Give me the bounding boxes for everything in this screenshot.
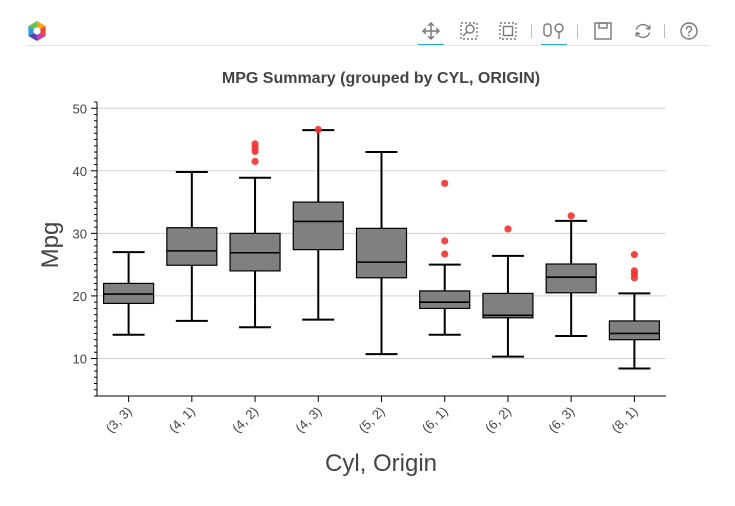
box-group xyxy=(166,171,218,322)
box-iqr[interactable] xyxy=(608,320,660,341)
help-icon xyxy=(680,22,698,40)
outlier-point[interactable] xyxy=(251,140,259,148)
pan-tool[interactable] xyxy=(418,18,444,46)
x-tick-label: (4, 1) xyxy=(166,404,198,436)
box-group xyxy=(608,292,660,370)
x-tick-label: (5, 2) xyxy=(356,404,388,436)
x-tick-label: (4, 3) xyxy=(292,404,324,436)
y-tick-label: 10 xyxy=(73,351,87,366)
toolbar-separator xyxy=(577,24,578,38)
box-iqr[interactable] xyxy=(292,201,344,251)
outlier-point[interactable] xyxy=(567,212,575,220)
x-tick-label: (6, 1) xyxy=(419,404,451,436)
y-tick-label: 30 xyxy=(73,226,87,241)
y-tick-label: 40 xyxy=(73,164,87,179)
box-group xyxy=(355,151,408,356)
reset-tool[interactable] xyxy=(630,18,656,44)
chart-title: MPG Summary (grouped by CYL, ORIGIN) xyxy=(222,70,540,87)
x-tick-label: (6, 2) xyxy=(482,404,514,436)
box-select-icon xyxy=(499,22,517,40)
save-tool[interactable] xyxy=(590,18,616,44)
box-group xyxy=(482,254,534,358)
box-group xyxy=(419,263,471,336)
move-cross-icon xyxy=(422,22,440,40)
toolbar-separator xyxy=(531,24,532,38)
box-iqr[interactable] xyxy=(482,292,534,319)
box-group xyxy=(545,219,597,337)
x-tick-label: (6, 3) xyxy=(545,404,577,436)
box-plot-chart[interactable]: MPG Summary (grouped by CYL, ORIGIN) 10 2… xyxy=(0,50,735,506)
y-tick-label: 50 xyxy=(73,101,87,116)
box-iqr[interactable] xyxy=(545,263,597,294)
y-tick-label: 20 xyxy=(73,289,87,304)
box-group xyxy=(229,176,281,329)
x-tick-label: (4, 2) xyxy=(229,404,261,436)
box-iqr[interactable] xyxy=(419,290,471,310)
save-icon xyxy=(594,22,612,40)
outliers xyxy=(251,125,638,282)
outlier-point[interactable] xyxy=(630,251,638,259)
outlier-point[interactable] xyxy=(630,267,638,275)
resize-icon xyxy=(543,23,564,39)
reset-icon xyxy=(635,23,651,39)
outlier-point[interactable] xyxy=(504,225,512,233)
outlier-point[interactable] xyxy=(441,237,449,245)
bokeh-logo-icon xyxy=(28,21,46,41)
x-tick-label: (3, 3) xyxy=(103,404,135,436)
toolbar-separator xyxy=(664,24,665,38)
box-zoom-tool[interactable] xyxy=(456,18,482,44)
x-tick-label: (8, 1) xyxy=(608,404,640,436)
outlier-point[interactable] xyxy=(251,157,259,166)
x-axis-label: Cyl, Origin xyxy=(325,450,437,477)
outlier-point[interactable] xyxy=(441,250,449,258)
outlier-point[interactable] xyxy=(314,125,322,134)
box-group xyxy=(292,129,344,321)
boxes xyxy=(103,129,660,370)
outlier-point[interactable] xyxy=(441,179,449,187)
resize-tool[interactable] xyxy=(541,18,567,46)
box-group xyxy=(103,251,155,336)
toolbar-divider xyxy=(26,45,710,46)
help-tool[interactable] xyxy=(676,18,702,44)
box-zoom-icon xyxy=(460,22,478,40)
toolbar xyxy=(0,0,735,46)
y-axis-label: Mpg xyxy=(37,222,64,269)
box-iqr[interactable] xyxy=(166,227,218,266)
box-iqr[interactable] xyxy=(355,227,408,279)
box-select-tool[interactable] xyxy=(495,18,521,44)
